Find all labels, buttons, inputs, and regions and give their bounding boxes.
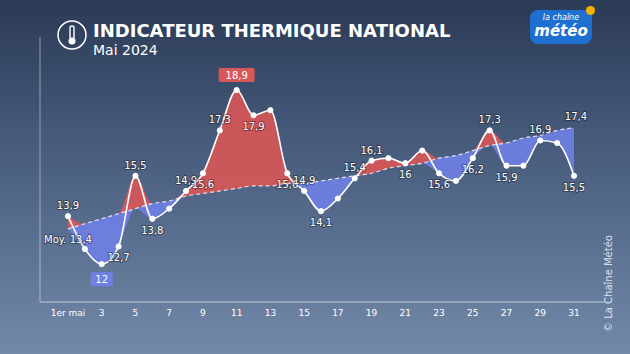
svg-text:1er mai: 1er mai	[51, 308, 86, 318]
svg-text:5: 5	[133, 308, 139, 318]
svg-text:7: 7	[166, 308, 172, 318]
svg-text:27: 27	[501, 308, 512, 318]
html-text:© La Chaîne Météo: © La Chaîne Météo	[602, 235, 614, 332]
svg-text:16: 16	[399, 169, 412, 180]
svg-text:15,5: 15,5	[124, 160, 146, 171]
svg-text:13,8: 13,8	[141, 225, 163, 236]
html-text:Mai 2024: Mai 2024	[93, 42, 158, 58]
svg-text:Moy. 13,4: Moy. 13,4	[44, 234, 92, 245]
svg-text:19: 19	[366, 308, 378, 318]
svg-text:16,2: 16,2	[462, 164, 484, 175]
svg-text:17,4: 17,4	[565, 111, 587, 122]
svg-text:13: 13	[265, 308, 276, 318]
svg-text:14,9: 14,9	[293, 175, 315, 186]
svg-text:17: 17	[332, 308, 343, 318]
svg-text:15,6: 15,6	[276, 179, 299, 191]
svg-text:25: 25	[467, 308, 478, 318]
svg-text:14,9: 14,9	[174, 175, 198, 186]
svg-text:15,6: 15,6	[192, 179, 214, 190]
svg-text:12,7: 12,7	[107, 252, 129, 263]
svg-text:23: 23	[433, 308, 444, 318]
svg-text:15: 15	[298, 308, 309, 318]
svg-text:21: 21	[400, 308, 411, 318]
svg-text:17,9: 17,9	[242, 121, 264, 132]
svg-text:14,1: 14,1	[310, 217, 332, 228]
svg-text:11: 11	[231, 308, 242, 318]
svg-text:17,3: 17,3	[479, 114, 501, 125]
svg-text:15,4: 15,4	[344, 162, 366, 173]
svg-text:3: 3	[99, 308, 105, 318]
html-text:INDICATEUR THERMIQUE NATIONAL: INDICATEUR THERMIQUE NATIONAL	[93, 20, 451, 41]
svg-text:29: 29	[535, 308, 547, 318]
svg-text:13,9: 13,9	[57, 200, 79, 211]
svg-text:16,9: 16,9	[529, 124, 551, 135]
svg-text:18,9: 18,9	[226, 70, 248, 81]
svg-text:31: 31	[568, 308, 579, 318]
svg-text:9: 9	[200, 308, 206, 318]
html-text:la chaîne: la chaîne	[542, 13, 580, 22]
svg-text:17,3: 17,3	[209, 114, 231, 125]
svg-text:15,9: 15,9	[495, 172, 517, 183]
svg-text:12: 12	[95, 274, 108, 285]
html-text:météo: météo	[534, 22, 588, 40]
svg-text:15,5: 15,5	[563, 182, 585, 193]
svg-text:15,6: 15,6	[428, 179, 450, 190]
svg-text:16,1: 16,1	[360, 145, 382, 156]
